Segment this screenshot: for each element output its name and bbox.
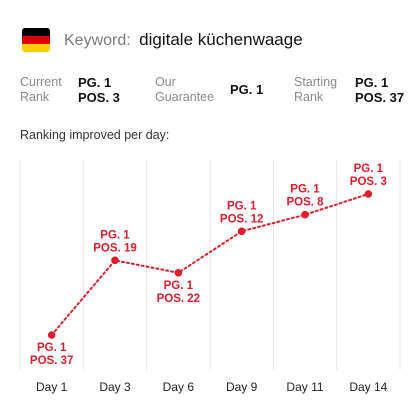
x-tick-label: Day 11	[286, 380, 323, 394]
keyword-value: digitale küchenwaage	[139, 30, 303, 49]
current-rank-label-1: Current	[20, 75, 62, 89]
germany-flag-icon	[22, 28, 50, 52]
data-label: POS. 12	[220, 213, 263, 225]
guarantee-value: PG. 1	[230, 82, 264, 97]
data-label: PG. 1	[227, 200, 257, 212]
data-point	[174, 268, 183, 277]
data-label: PG. 1	[164, 280, 194, 292]
keyword-line: Keyword: digitale küchenwaage	[64, 30, 303, 51]
data-point	[237, 227, 246, 236]
flag-stripe-black	[22, 28, 50, 36]
data-label: PG. 1	[37, 342, 67, 354]
data-label: POS. 22	[157, 293, 200, 305]
data-label: POS. 37	[30, 355, 73, 367]
starting-rank-label-1: Starting	[294, 75, 338, 89]
data-point	[47, 331, 56, 339]
flag-stripe-red	[22, 36, 50, 44]
data-point	[364, 190, 373, 198]
starting-rank-pg: PG. 1	[355, 75, 389, 90]
data-label: PG. 1	[290, 184, 320, 196]
data-label: POS. 19	[93, 242, 136, 254]
x-tick-label: Day 14	[349, 380, 387, 394]
guarantee-label-1: Our	[155, 75, 176, 89]
series-line	[50, 193, 370, 336]
data-label: POS. 3	[350, 176, 387, 188]
starting-rank-label-2: Rank	[294, 90, 324, 104]
x-tick-label: Day 1	[36, 380, 68, 394]
data-label: PG. 1	[100, 229, 130, 241]
current-rank-label-2: Rank	[20, 90, 50, 104]
data-label: POS. 8	[286, 197, 324, 209]
data-label: PG. 1	[354, 163, 384, 175]
data-point	[301, 210, 309, 219]
guarantee-label-2: Guarantee	[155, 90, 215, 104]
current-rank-pos: POS. 3	[78, 90, 120, 105]
starting-rank-pos: POS. 37	[355, 90, 405, 105]
x-tick-label: Day 9	[226, 380, 258, 394]
x-tick-label: Day 3	[99, 380, 131, 394]
chart-title: Ranking improved per day:	[20, 128, 170, 142]
data-point	[111, 256, 119, 265]
current-rank-pg: PG. 1	[78, 75, 112, 90]
x-tick-label: Day 6	[163, 380, 195, 394]
flag-stripe-gold	[22, 44, 50, 52]
keyword-label: Keyword:	[64, 32, 131, 49]
